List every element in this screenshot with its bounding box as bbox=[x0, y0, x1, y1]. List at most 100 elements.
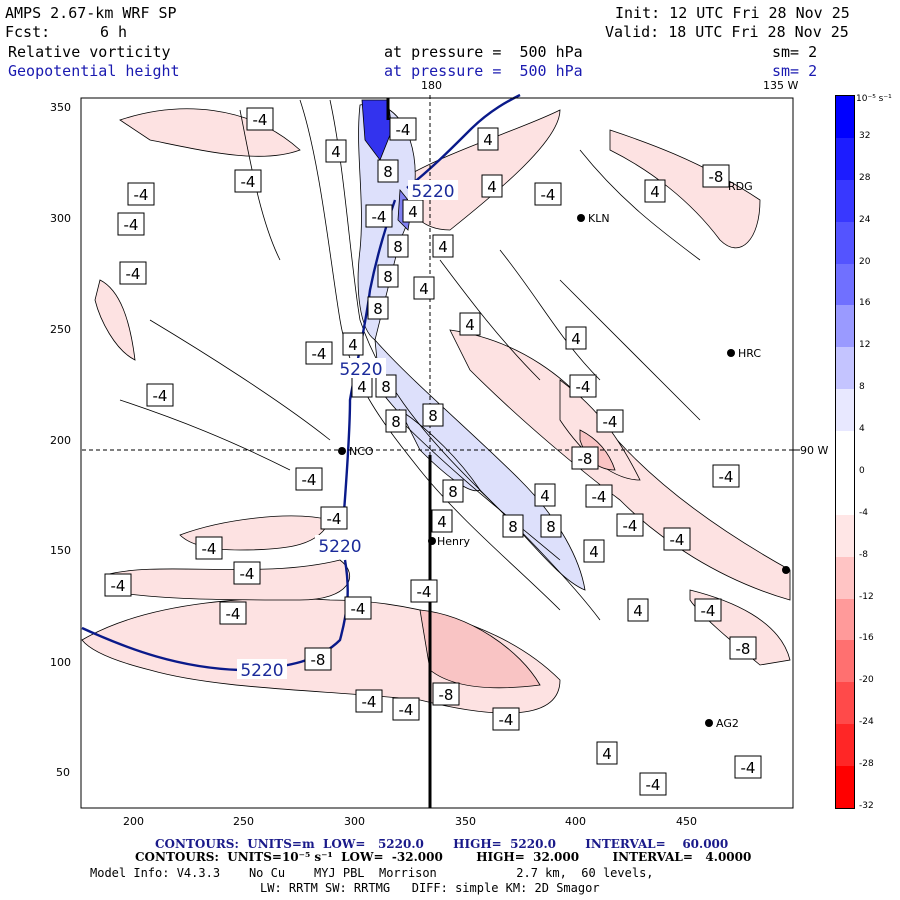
svg-text:4: 4 bbox=[650, 183, 660, 201]
vort-label: -4 bbox=[320, 506, 348, 530]
vort-label: 4 bbox=[432, 234, 454, 258]
svg-text:-4: -4 bbox=[134, 186, 149, 204]
vort-label: 8 bbox=[377, 159, 399, 183]
model-info: Model Info: V4.3.3 No Cu MYJ PBL Morriso… bbox=[90, 866, 654, 880]
svg-text:-8: -8 bbox=[736, 640, 751, 658]
vort-label: 8 bbox=[377, 264, 399, 288]
svg-text:-4: -4 bbox=[603, 413, 618, 431]
y-tick: 200 bbox=[50, 434, 71, 447]
vort-label: -4 bbox=[569, 374, 597, 398]
vort-label: 4 bbox=[342, 332, 364, 356]
vort-label: -4 bbox=[219, 601, 247, 625]
height-labels: 5220 5220 5220 5220 bbox=[237, 180, 458, 681]
y-tick: 250 bbox=[50, 323, 71, 336]
vort-label: 8 bbox=[375, 374, 397, 398]
svg-text:-4: -4 bbox=[362, 693, 377, 711]
svg-text:-4: -4 bbox=[741, 759, 756, 777]
y-tick: 50 bbox=[56, 766, 70, 779]
vort-label: 8 bbox=[442, 479, 464, 503]
colorbar-label: 4 bbox=[859, 424, 865, 435]
colorbar-swatch bbox=[836, 514, 854, 557]
colorbar-label: -16 bbox=[859, 633, 874, 644]
map-frame bbox=[80, 97, 794, 809]
svg-text:4: 4 bbox=[331, 143, 341, 161]
colorbar-label: -12 bbox=[859, 591, 874, 602]
vort-label: -4 bbox=[596, 409, 624, 433]
svg-text:-4: -4 bbox=[623, 517, 638, 535]
svg-text:-4: -4 bbox=[153, 387, 168, 405]
colorbar-label: 20 bbox=[859, 256, 871, 267]
vort-label: 8 bbox=[385, 409, 407, 433]
colorbar-label: 32 bbox=[859, 130, 871, 141]
field2-smoothing: sm= 2 bbox=[772, 62, 818, 80]
station-henry: Henry bbox=[437, 535, 471, 548]
vort-label: -4 bbox=[344, 596, 372, 620]
vort-label-text: -4 bbox=[253, 111, 268, 129]
vort-label: 8 bbox=[540, 514, 562, 538]
x-tick: 250 bbox=[233, 815, 254, 828]
svg-text:4: 4 bbox=[602, 745, 612, 763]
svg-text:-4: -4 bbox=[646, 776, 661, 794]
colorbar-swatch bbox=[836, 640, 854, 683]
vort-label: -4 bbox=[365, 204, 393, 228]
svg-text:-4: -4 bbox=[226, 605, 241, 623]
valid-time: Valid: 18 UTC Fri 28 Nov 25 bbox=[605, 23, 849, 41]
colorbar-label: -4 bbox=[859, 507, 868, 518]
svg-text:-4: -4 bbox=[241, 173, 256, 191]
vort-label: -4 bbox=[195, 536, 223, 560]
vort-label: -8 bbox=[432, 682, 460, 706]
height-label: 5220 bbox=[240, 661, 283, 681]
svg-text:-4: -4 bbox=[499, 711, 514, 729]
x-tick: 450 bbox=[676, 815, 697, 828]
vort-label: -4 bbox=[127, 182, 155, 206]
vort-label: -4 bbox=[712, 464, 740, 488]
height-contour-info: CONTOURS: UNITS=m LOW= 5220.0 HIGH= 5220… bbox=[155, 837, 729, 851]
y-tick: 300 bbox=[50, 212, 71, 225]
svg-text:-4: -4 bbox=[372, 208, 387, 226]
svg-text:-4: -4 bbox=[670, 531, 685, 549]
field1-name: Relative vorticity bbox=[8, 43, 171, 61]
field2-pressure: at pressure = 500 hPa bbox=[384, 62, 583, 80]
svg-text:8: 8 bbox=[373, 300, 383, 318]
svg-text:-4: -4 bbox=[124, 216, 139, 234]
svg-text:-4: -4 bbox=[240, 565, 255, 583]
colorbar-swatch bbox=[836, 96, 854, 138]
svg-text:-4: -4 bbox=[351, 600, 366, 618]
svg-text:8: 8 bbox=[393, 238, 403, 256]
colorbar-label: 28 bbox=[859, 172, 871, 183]
svg-text:4: 4 bbox=[633, 602, 643, 620]
height-label: 5220 bbox=[339, 360, 382, 380]
vort-label: 4 bbox=[644, 179, 666, 203]
x-tick: 300 bbox=[344, 815, 365, 828]
vort-label: 8 bbox=[422, 403, 444, 427]
station-kln: KLN bbox=[588, 212, 610, 225]
svg-text:4: 4 bbox=[438, 238, 448, 256]
colorbar-swatch bbox=[836, 598, 854, 641]
station-rdg: RDG bbox=[728, 180, 753, 193]
meridian-135w-label: 135 W bbox=[763, 79, 799, 92]
colorbar-swatch bbox=[836, 724, 854, 767]
vort-label: 4 bbox=[481, 174, 503, 198]
svg-text:-4: -4 bbox=[327, 510, 342, 528]
vort-label: -4 bbox=[410, 579, 438, 603]
colorbar-label: 0 bbox=[859, 465, 865, 476]
station-nco: NCO bbox=[349, 445, 374, 458]
colorbar-swatch bbox=[836, 347, 854, 390]
vort-label: -4 bbox=[616, 513, 644, 537]
station-hrc: HRC bbox=[738, 347, 761, 360]
svg-text:4: 4 bbox=[589, 543, 599, 561]
vort-label: -8 bbox=[571, 446, 599, 470]
vort-label: 4 bbox=[477, 127, 499, 151]
colorbar-swatch bbox=[836, 431, 854, 473]
vort-label: 4 bbox=[583, 539, 605, 563]
vort-label: -4 bbox=[694, 598, 722, 622]
svg-text:-4: -4 bbox=[126, 265, 141, 283]
svg-text:-4: -4 bbox=[399, 701, 414, 719]
colorbar-swatch bbox=[836, 137, 854, 180]
vort-label: -4 bbox=[117, 212, 145, 236]
colorbar-label: -32 bbox=[859, 801, 874, 811]
dateline-and-reference-lines bbox=[82, 95, 800, 808]
vort-label: -4 bbox=[392, 697, 420, 721]
colorbar-units: 10⁻⁵ s⁻¹ bbox=[856, 94, 892, 104]
